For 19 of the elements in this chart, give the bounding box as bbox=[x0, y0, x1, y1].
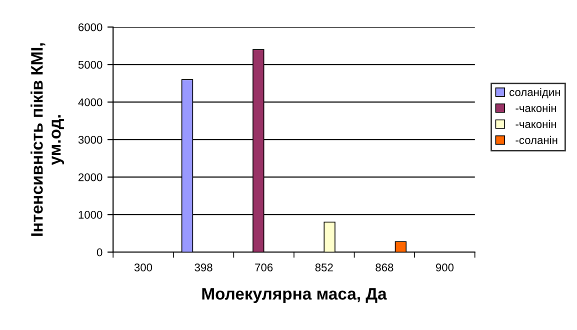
x-tick-label: 300 bbox=[134, 264, 152, 272]
y-tick-label: 0 bbox=[96, 248, 102, 256]
y-tick-label: 6000 bbox=[78, 23, 102, 32]
x-tick-label: 706 bbox=[255, 264, 273, 272]
y-tick-label: 5000 bbox=[78, 60, 102, 69]
y-axis-title: Інтенсивність піків КМІ, ум.од. bbox=[30, 43, 64, 236]
y-tick-label: 2000 bbox=[78, 173, 102, 182]
legend-label: -чаконін bbox=[516, 104, 556, 112]
legend-label: -соланін bbox=[516, 136, 558, 144]
y-tick-label: 1000 bbox=[78, 210, 102, 219]
y-tick-label: 3000 bbox=[78, 136, 102, 144]
x-tick-label: 900 bbox=[436, 264, 454, 272]
legend-label: соланідин bbox=[510, 88, 560, 98]
x-tick-label: 398 bbox=[194, 264, 212, 272]
x-axis-title: Молекулярна маса, Да bbox=[202, 288, 387, 304]
legend-label: -чаконін bbox=[516, 120, 556, 128]
x-tick-label: 868 bbox=[376, 264, 394, 272]
y-tick-label: 4000 bbox=[78, 98, 102, 106]
x-tick-label: 852 bbox=[315, 264, 333, 272]
